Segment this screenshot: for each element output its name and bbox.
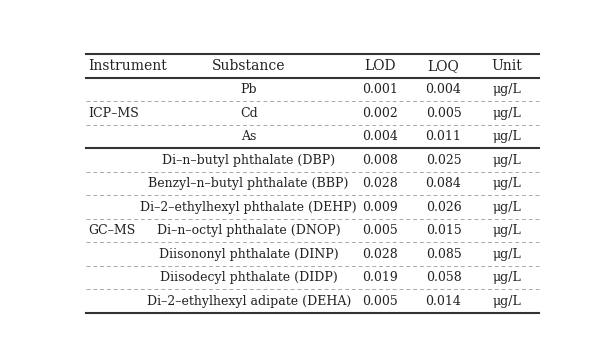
Text: 0.028: 0.028 bbox=[362, 177, 398, 190]
Text: μg/L: μg/L bbox=[493, 83, 521, 96]
Text: μg/L: μg/L bbox=[493, 224, 521, 237]
Text: 0.058: 0.058 bbox=[426, 271, 462, 284]
Text: 0.019: 0.019 bbox=[362, 271, 398, 284]
Text: Di–n–octyl phthalate (DNOP): Di–n–octyl phthalate (DNOP) bbox=[157, 224, 340, 237]
Text: 0.014: 0.014 bbox=[426, 295, 462, 308]
Text: 0.008: 0.008 bbox=[362, 154, 398, 167]
Text: Instrument: Instrument bbox=[88, 59, 167, 73]
Text: Diisononyl phthalate (DINP): Diisononyl phthalate (DINP) bbox=[159, 248, 339, 261]
Text: 0.004: 0.004 bbox=[426, 83, 462, 96]
Text: 0.025: 0.025 bbox=[426, 154, 462, 167]
Text: 0.085: 0.085 bbox=[426, 248, 462, 261]
Text: Substance: Substance bbox=[212, 59, 286, 73]
Text: 0.004: 0.004 bbox=[362, 130, 398, 143]
Text: 0.015: 0.015 bbox=[426, 224, 462, 237]
Text: Di–n–butyl phthalate (DBP): Di–n–butyl phthalate (DBP) bbox=[162, 154, 335, 167]
Text: Diisodecyl phthalate (DIDP): Diisodecyl phthalate (DIDP) bbox=[160, 271, 337, 284]
Text: μg/L: μg/L bbox=[493, 248, 521, 261]
Text: LOQ: LOQ bbox=[428, 59, 459, 73]
Text: μg/L: μg/L bbox=[493, 201, 521, 214]
Text: 0.002: 0.002 bbox=[362, 107, 398, 120]
Text: Unit: Unit bbox=[491, 59, 523, 73]
Text: 0.005: 0.005 bbox=[362, 295, 398, 308]
Text: LOD: LOD bbox=[364, 59, 396, 73]
Text: Pb: Pb bbox=[241, 83, 257, 96]
Text: Di–2–ethylhexyl phthalate (DEHP): Di–2–ethylhexyl phthalate (DEHP) bbox=[140, 201, 357, 214]
Text: 0.001: 0.001 bbox=[362, 83, 398, 96]
Text: Di–2–ethylhexyl adipate (DEHA): Di–2–ethylhexyl adipate (DEHA) bbox=[147, 295, 351, 308]
Text: 0.009: 0.009 bbox=[362, 201, 398, 214]
Text: GC–MS: GC–MS bbox=[88, 224, 135, 237]
Text: Benzyl–n–butyl phthalate (BBP): Benzyl–n–butyl phthalate (BBP) bbox=[149, 177, 349, 190]
Text: μg/L: μg/L bbox=[493, 107, 521, 120]
Text: μg/L: μg/L bbox=[493, 177, 521, 190]
Text: 0.011: 0.011 bbox=[426, 130, 462, 143]
Text: μg/L: μg/L bbox=[493, 295, 521, 308]
Text: μg/L: μg/L bbox=[493, 130, 521, 143]
Text: 0.084: 0.084 bbox=[426, 177, 462, 190]
Text: ICP–MS: ICP–MS bbox=[88, 107, 139, 120]
Text: Cd: Cd bbox=[240, 107, 258, 120]
Text: μg/L: μg/L bbox=[493, 154, 521, 167]
Text: 0.026: 0.026 bbox=[426, 201, 462, 214]
Text: As: As bbox=[241, 130, 256, 143]
Text: 0.005: 0.005 bbox=[362, 224, 398, 237]
Text: 0.005: 0.005 bbox=[426, 107, 462, 120]
Text: μg/L: μg/L bbox=[493, 271, 521, 284]
Text: 0.028: 0.028 bbox=[362, 248, 398, 261]
